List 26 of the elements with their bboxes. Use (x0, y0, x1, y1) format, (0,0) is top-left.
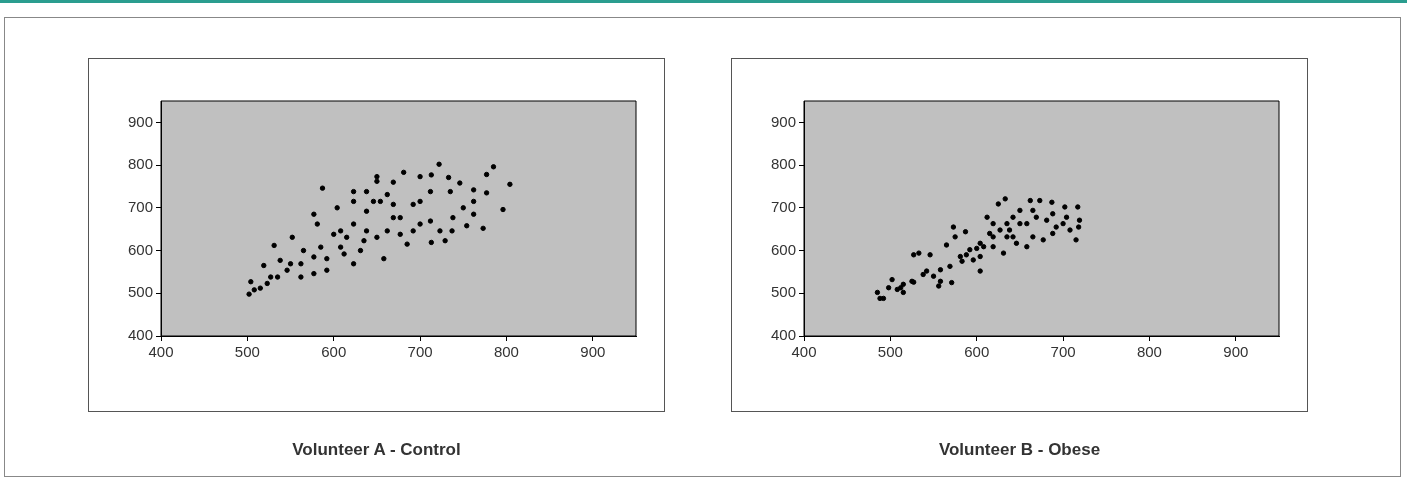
text: Volunteer B - Obese (937, 440, 1102, 460)
y-tick-label: 700 (127, 197, 153, 215)
y-tick-label: 700 (770, 197, 796, 215)
x-tick-label: 800 (493, 343, 519, 361)
y-tick-label: 500 (127, 283, 153, 301)
y-tick-label: 900 (770, 112, 796, 130)
y-tick-label: 400 (127, 326, 153, 344)
x-tick-label: 900 (1223, 343, 1249, 361)
x-tick-label: 600 (964, 343, 990, 361)
x-tick-label: 500 (877, 343, 903, 361)
y-tick-label: 400 (770, 326, 796, 344)
x-tick-label: 400 (148, 343, 174, 361)
x-tick-label: 700 (407, 343, 433, 361)
x-tick-label: 500 (234, 343, 260, 361)
x-tick-label: 700 (1050, 343, 1076, 361)
y-tick-label: 600 (770, 240, 796, 258)
x-tick-label: 600 (321, 343, 347, 361)
x-tick-label: 800 (1136, 343, 1162, 361)
x-tick-label: 400 (791, 343, 817, 361)
y-tick-label: 800 (770, 155, 796, 173)
text: Volunteer A - Control (291, 440, 462, 460)
y-tick-label: 600 (127, 240, 153, 258)
x-tick-label: 900 (580, 343, 606, 361)
y-tick-label: 800 (127, 155, 153, 173)
y-tick-label: 500 (770, 283, 796, 301)
y-tick-label: 900 (127, 112, 153, 130)
